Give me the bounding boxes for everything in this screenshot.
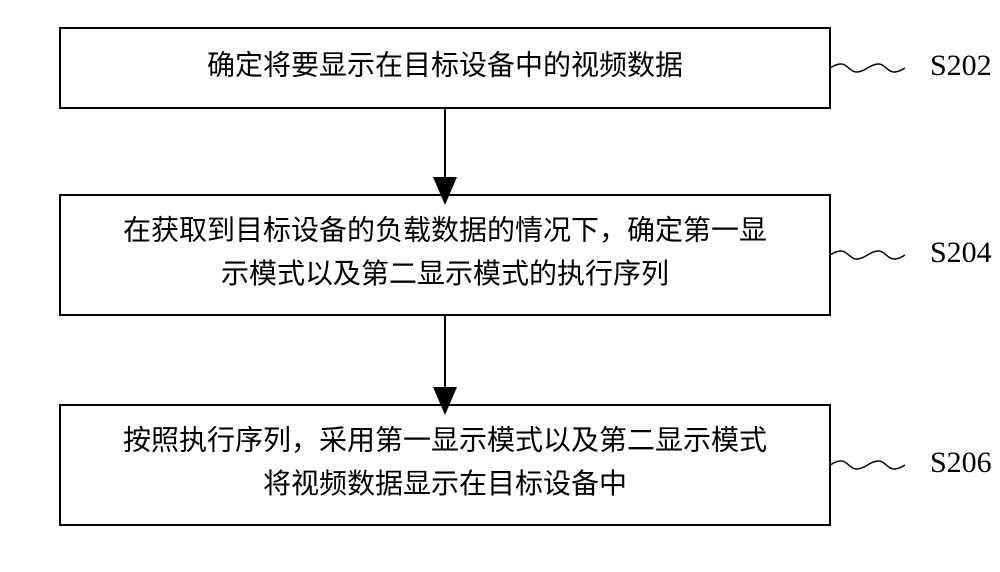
- brace-connector: [830, 251, 905, 259]
- step-text-line: 按照执行序列，采用第一显示模式以及第二显示模式: [123, 425, 767, 457]
- step-text-line: 将视频数据显示在目标设备中: [263, 468, 627, 500]
- step-text-line: 在获取到目标设备的负载数据的情况下，确定第一显: [123, 215, 767, 247]
- box-border: [60, 405, 830, 525]
- brace-connector: [830, 461, 905, 469]
- brace-connector: [830, 64, 905, 72]
- box-border: [60, 195, 830, 315]
- step-box-s202: 确定将要显示在目标设备中的视频数据 S202: [60, 28, 992, 108]
- step-text-line: 示模式以及第二显示模式的执行序列: [221, 258, 669, 290]
- step-label: S206: [930, 446, 992, 479]
- step-text-line: 确定将要显示在目标设备中的视频数据: [207, 49, 683, 81]
- step-box-s206: 按照执行序列，采用第一显示模式以及第二显示模式将视频数据显示在目标设备中 S206: [60, 405, 992, 525]
- step-label: S202: [930, 49, 992, 82]
- step-label: S204: [930, 236, 992, 269]
- step-box-s204: 在获取到目标设备的负载数据的情况下，确定第一显示模式以及第二显示模式的执行序列 S…: [60, 195, 992, 315]
